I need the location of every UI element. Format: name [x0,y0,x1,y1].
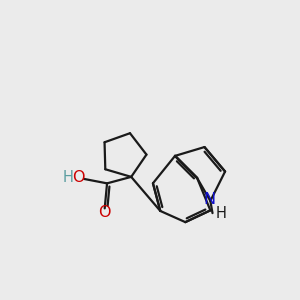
Text: O: O [98,205,110,220]
Text: H: H [62,170,73,185]
Text: O: O [73,170,85,185]
Text: N: N [204,192,216,207]
Text: H: H [216,206,227,220]
